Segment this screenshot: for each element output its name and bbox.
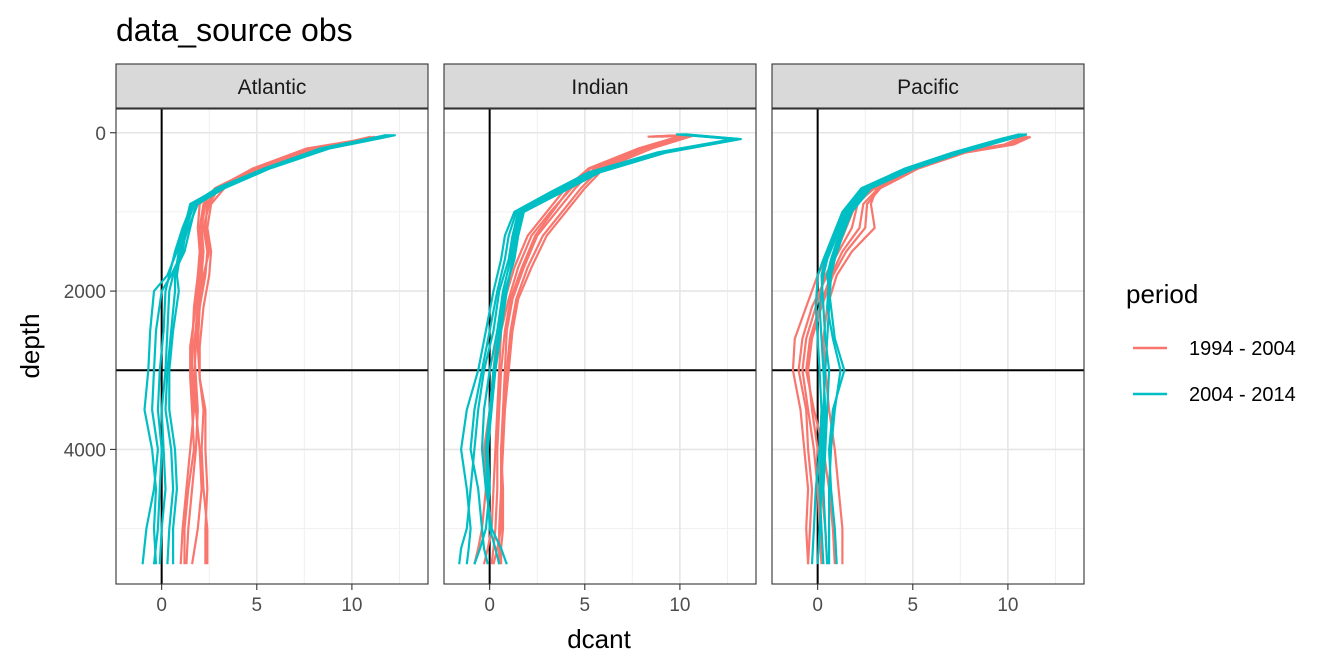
series-line-period-1 — [196, 135, 379, 565]
x-axes: 0 5 10 0 5 10 0 5 10 — [156, 584, 1018, 616]
series-line-period-2 — [152, 134, 393, 565]
facet-panel-indian: Indian — [443, 63, 757, 585]
panel-background — [116, 109, 428, 584]
panel-border — [115, 108, 429, 585]
facet-strip-label: Indian — [571, 76, 628, 99]
y-tick-label: 2000 — [64, 282, 106, 303]
x-tick-label: 5 — [907, 595, 918, 616]
x-tick-label: 0 — [484, 595, 495, 616]
legend-entry: 1994 - 2004 — [1133, 338, 1296, 360]
facet-strip — [443, 63, 757, 109]
series-line-period-2 — [820, 133, 1022, 565]
x-tick-label: 10 — [669, 595, 690, 616]
series-line-period-1 — [500, 134, 693, 565]
x-tick-label: 0 — [812, 595, 823, 616]
legend-label: 2004 - 2014 — [1189, 384, 1296, 406]
facet-panel-atlantic: Atlantic — [115, 63, 429, 585]
series-line-period-2 — [818, 133, 1028, 565]
series-line-period-1 — [490, 134, 687, 565]
x-tick-label: 10 — [341, 595, 362, 616]
series-line-period-2 — [469, 133, 737, 565]
y-tick-label: 4000 — [64, 440, 106, 461]
y-tick-label: 0 — [95, 124, 106, 145]
panels: Atlantic Indian Pacific — [115, 63, 1085, 585]
legend-title: period — [1126, 279, 1198, 309]
facet-strip-label: Pacific — [897, 76, 959, 99]
x-tick-label: 10 — [997, 595, 1018, 616]
series-line-period-2 — [826, 133, 1026, 565]
x-tick-label: 5 — [579, 595, 590, 616]
series-line-period-1 — [179, 135, 372, 565]
x-tick-label: 0 — [156, 595, 167, 616]
x-axis-title: dcant — [567, 624, 631, 654]
series-line-period-1 — [482, 134, 689, 565]
legend-entry: 2004 - 2014 — [1133, 384, 1296, 406]
facet-strip-label: Atlantic — [238, 76, 307, 99]
y-axis-title: depth — [15, 313, 45, 378]
chart-title: data_source obs — [116, 12, 353, 48]
facet-strip — [771, 63, 1085, 109]
series-line-period-2 — [473, 133, 739, 565]
facet-strip — [115, 63, 429, 109]
legend-label: 1994 - 2004 — [1189, 338, 1296, 360]
panel-border — [771, 108, 1085, 585]
legend-entries: 1994 - 2004 2004 - 2014 — [1133, 338, 1296, 406]
y-axis: 0 2000 4000 — [64, 124, 116, 461]
facet-panel-pacific: Pacific — [771, 63, 1085, 585]
series-line-period-1 — [492, 134, 697, 565]
panel-border — [443, 108, 757, 585]
x-tick-label: 5 — [251, 595, 262, 616]
legend: period 1994 - 2004 2004 - 2014 — [1126, 279, 1296, 406]
